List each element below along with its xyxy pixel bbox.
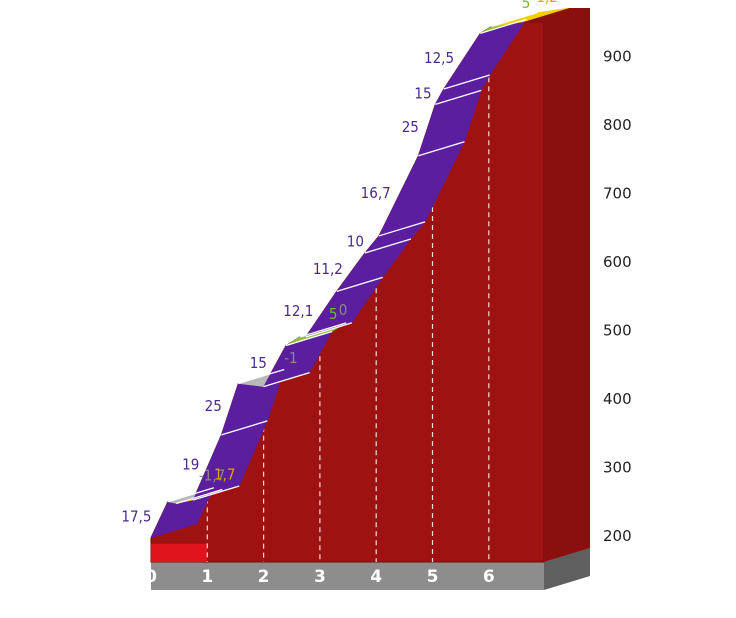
segment-separator bbox=[285, 330, 333, 347]
segment-separator bbox=[435, 89, 482, 106]
gradient-label: -1 bbox=[284, 349, 297, 367]
gradient-label: 16,7 bbox=[361, 184, 391, 202]
segment-separator bbox=[176, 488, 223, 505]
x-tick-label: 6 bbox=[483, 567, 495, 587]
y-tick-label: 400 bbox=[603, 390, 632, 408]
gradient-label: 15 bbox=[414, 85, 431, 103]
gradient-label: 11,2 bbox=[313, 260, 343, 278]
x-tick-label: 4 bbox=[370, 567, 382, 587]
segment-separators bbox=[167, 11, 538, 505]
gradient-label: -1,7 bbox=[199, 467, 225, 485]
segment-separator bbox=[263, 371, 310, 388]
gradient-label: 0 bbox=[339, 301, 348, 319]
start-block bbox=[151, 543, 207, 562]
segment-separator bbox=[336, 276, 383, 292]
x-tick-label: 1 bbox=[201, 567, 213, 587]
segment-separator bbox=[238, 368, 285, 385]
gradient-label: 1,2 bbox=[536, 0, 557, 6]
y-tick-label: 500 bbox=[603, 322, 632, 340]
x-tick-label: 5 bbox=[427, 567, 439, 587]
segment-separator bbox=[167, 487, 215, 503]
gradient-label: 17,5 bbox=[121, 508, 151, 526]
segment-separator bbox=[491, 11, 538, 28]
gradient-label: 25 bbox=[205, 397, 222, 415]
x-axis-ticks: 0 1 2 3 4 5 6 bbox=[145, 567, 495, 587]
y-tick-label: 200 bbox=[603, 527, 632, 545]
segment-separator bbox=[193, 485, 240, 501]
gradient-label: 25 bbox=[402, 118, 419, 136]
segment-separator bbox=[480, 18, 527, 34]
gradient-ribbon bbox=[150, 7, 569, 539]
x-tick-label: 2 bbox=[258, 567, 270, 587]
gradient-label: 1,7 bbox=[214, 466, 235, 484]
gradient-label: 5 bbox=[329, 305, 338, 323]
y-tick-label: 300 bbox=[603, 459, 632, 477]
x-tick-label: 0 bbox=[145, 567, 157, 587]
gradient-label: 5 bbox=[522, 0, 531, 12]
gradient-label: 12,5 bbox=[424, 49, 454, 67]
y-tick-label: 600 bbox=[603, 253, 632, 271]
segment-separator bbox=[418, 141, 465, 157]
terrain-end-wall bbox=[522, 8, 590, 562]
base-front bbox=[151, 562, 544, 590]
y-tick-label: 700 bbox=[603, 185, 632, 203]
gradient-label: 10 bbox=[347, 232, 364, 250]
y-tick-label: 900 bbox=[603, 48, 632, 66]
segment-separator bbox=[300, 322, 347, 338]
y-tick-label: 800 bbox=[603, 116, 632, 134]
segment-separator bbox=[443, 74, 490, 90]
segment-separator bbox=[221, 420, 268, 436]
segment-separator bbox=[305, 322, 353, 338]
gradient-label: 12,1 bbox=[283, 302, 313, 320]
segment-separator bbox=[364, 238, 412, 254]
gradient-label: 15 bbox=[250, 354, 267, 372]
y-axis-ticks: 200 300 400 500 600 700 800 900 bbox=[603, 48, 632, 546]
gradient-label: 19 bbox=[182, 455, 199, 473]
segment-separator bbox=[378, 221, 426, 237]
x-tick-label: 3 bbox=[314, 567, 326, 587]
